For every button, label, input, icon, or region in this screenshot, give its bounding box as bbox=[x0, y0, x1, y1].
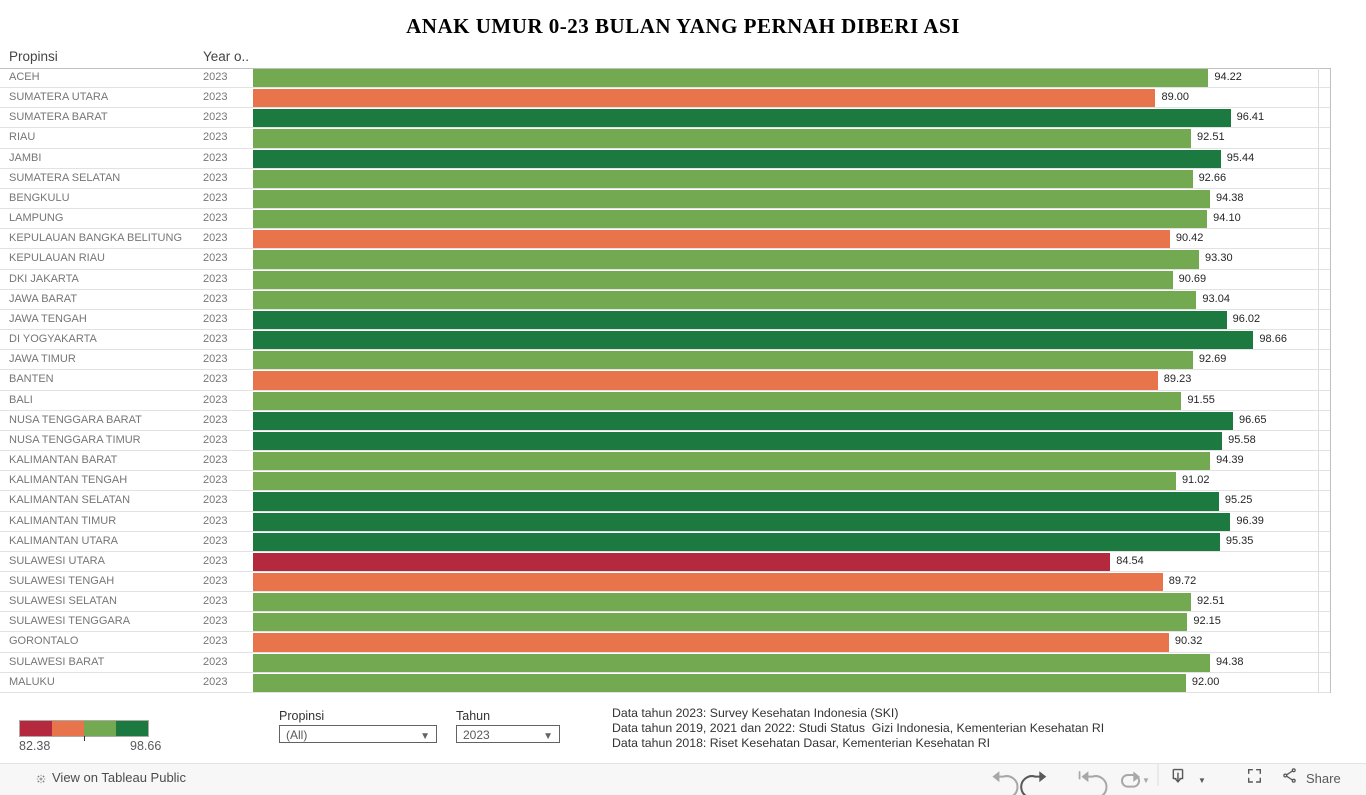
svg-text:▼: ▼ bbox=[1142, 776, 1150, 785]
svg-text:▼: ▼ bbox=[1198, 776, 1206, 785]
